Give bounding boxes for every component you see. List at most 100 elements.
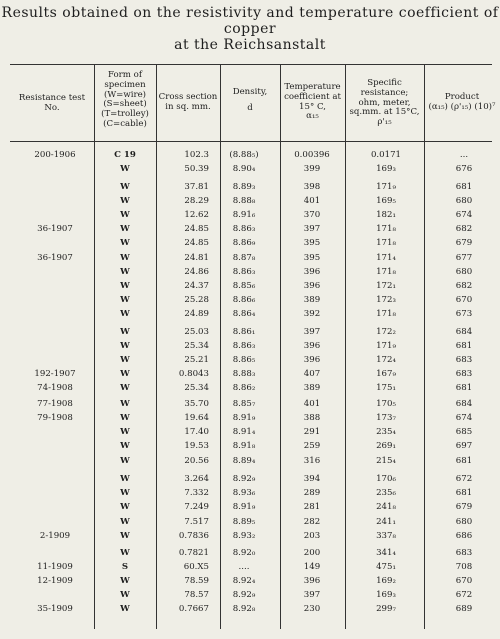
table-row: W 12.62 8.91₆ 370 182₁ 674: [0, 210, 500, 223]
cell-spec: 182₁: [376, 210, 396, 220]
cell-density: 8.91₉: [232, 502, 256, 512]
cell-form: W: [120, 383, 130, 393]
cell-temp: 396: [303, 267, 321, 277]
cell-form: W: [120, 488, 130, 498]
cell-density: 8.86₄: [232, 309, 256, 319]
table-title: Results obtained on the resistivity and …: [0, 5, 500, 53]
cell-density: 8.86₁: [232, 327, 256, 337]
cell-prod: 680: [455, 267, 473, 277]
cell-density: 8.86₅: [232, 355, 256, 365]
cell-spec: 169₃: [376, 590, 396, 600]
table-row: 2-1909 W 0.7836 8.93₂ 203 337₈ 686: [0, 531, 500, 544]
table-row: W 25.03 8.86₁ 397 172₂ 684: [0, 327, 500, 340]
cell-prod: 689: [455, 604, 473, 614]
cell-cross: 3.264: [184, 474, 209, 484]
cell-test: 36-1907: [37, 253, 73, 263]
cell-prod: 674: [455, 210, 473, 220]
cell-prod: 677: [455, 253, 473, 263]
table-row: W 3.264 8.92₉ 394 170₆ 672: [0, 474, 500, 487]
header-cross-section: Cross section in sq. mm.: [158, 92, 218, 112]
cell-density: 8.86₃: [232, 224, 256, 234]
cell-spec: 241₁: [376, 517, 396, 527]
cell-spec: 171₈: [376, 224, 396, 234]
cell-temp: 397: [303, 327, 321, 337]
cell-temp: 370: [303, 210, 321, 220]
cell-density: 8.91₈: [232, 441, 256, 451]
cell-prod: 674: [455, 413, 473, 423]
cell-spec: 169₂: [376, 576, 396, 586]
cell-density: 8.92₉: [232, 474, 256, 484]
cell-test: 36-1907: [37, 224, 73, 234]
cell-temp: 389: [303, 383, 321, 393]
cell-prod: 685: [455, 427, 473, 437]
cell-temp: 389: [303, 295, 321, 305]
cell-cross: 35.70: [184, 399, 209, 409]
cell-temp: 259: [303, 441, 321, 451]
cell-cross: 7.517: [184, 517, 209, 527]
cell-test: 79-1908: [37, 413, 73, 423]
cell-form: W: [120, 517, 130, 527]
table-row: W 37.81 8.89₃ 398 171₉ 681: [0, 182, 500, 195]
cell-test: 200-1906: [34, 150, 76, 160]
cell-cross: 24.85: [184, 238, 209, 248]
cell-prod: 679: [455, 502, 473, 512]
cell-spec: 171₈: [376, 238, 396, 248]
cell-spec: 173₇: [376, 413, 396, 423]
cell-density: 8.92₀: [232, 548, 256, 558]
cell-cross: 24.85: [184, 224, 209, 234]
cell-cross: 78.59: [184, 576, 209, 586]
cell-cross: 24.86: [184, 267, 209, 277]
column-divider: [345, 64, 346, 629]
cell-cross: 7.332: [184, 488, 209, 498]
cell-temp: 401: [303, 196, 321, 206]
cell-density: 8.90₄: [232, 164, 256, 174]
cell-test: 2-1909: [39, 531, 71, 541]
cell-spec: 171₄: [376, 253, 396, 263]
cell-cross: 25.34: [184, 341, 209, 351]
cell-form: W: [120, 456, 130, 466]
cell-spec: 171₈: [376, 309, 396, 319]
cell-test: 11-1909: [37, 562, 73, 572]
table-row: 36-1907 W 24.81 8.87₈ 395 171₄ 677: [0, 253, 500, 266]
cell-spec: 269₁: [376, 441, 396, 451]
cell-cross: 0.7836: [178, 531, 209, 541]
cell-density: 8.93₆: [232, 488, 256, 498]
cell-density: 8.92₈: [232, 604, 256, 614]
cell-density: 8.91₉: [232, 413, 256, 423]
cell-density: 8.88₈: [232, 196, 256, 206]
cell-form: W: [120, 224, 130, 234]
table-row: 192-1907 W 0.8043 8.88₃ 407 167₉ 683: [0, 369, 500, 382]
cell-spec: 215₄: [376, 456, 396, 466]
cell-density: 8.93₂: [232, 531, 256, 541]
table-row: W 25.34 8.86₃ 396 171₉ 681: [0, 341, 500, 354]
cell-cross: 25.21: [184, 355, 209, 365]
cell-prod: 708: [455, 562, 473, 572]
table-row: 79-1908 W 19.64 8.91₉ 388 173₇ 674: [0, 413, 500, 426]
cell-cross: 24.81: [184, 253, 209, 263]
cell-temp: 396: [303, 576, 321, 586]
header-specific-resistance: Specific resistance; ohm, meter, sq.mm. …: [349, 78, 420, 128]
cell-cross: 60.X5: [183, 562, 209, 572]
cell-cross: 20.56: [184, 456, 209, 466]
cell-form: W: [120, 238, 130, 248]
cell-cross: 25.03: [184, 327, 209, 337]
cell-prod: 681: [455, 488, 473, 498]
cell-prod: 683: [455, 369, 473, 379]
cell-form: W: [120, 531, 130, 541]
cell-form: W: [120, 327, 130, 337]
table-row: W 7.249 8.91₉ 281 241₈ 679: [0, 502, 500, 515]
cell-density: 8.86₆: [232, 295, 256, 305]
cell-density: 8.87₈: [232, 253, 256, 263]
header-density: Density, d: [232, 87, 268, 113]
cell-density: 8.92₉: [232, 590, 256, 600]
cell-form: W: [120, 474, 130, 484]
cell-test: 74-1908: [37, 383, 73, 393]
cell-test: 35-1909: [37, 604, 73, 614]
table-row: W 0.7821 8.92₀ 200 341₄ 683: [0, 548, 500, 561]
cell-temp: 316: [303, 456, 321, 466]
table-row: 35-1909 W 0.7667 8.92₈ 230 299₇ 689: [0, 604, 500, 617]
cell-density: 8.86₃: [232, 341, 256, 351]
table-row: W 24.86 8.86₃ 396 171₈ 680: [0, 267, 500, 280]
cell-prod: 682: [455, 224, 473, 234]
